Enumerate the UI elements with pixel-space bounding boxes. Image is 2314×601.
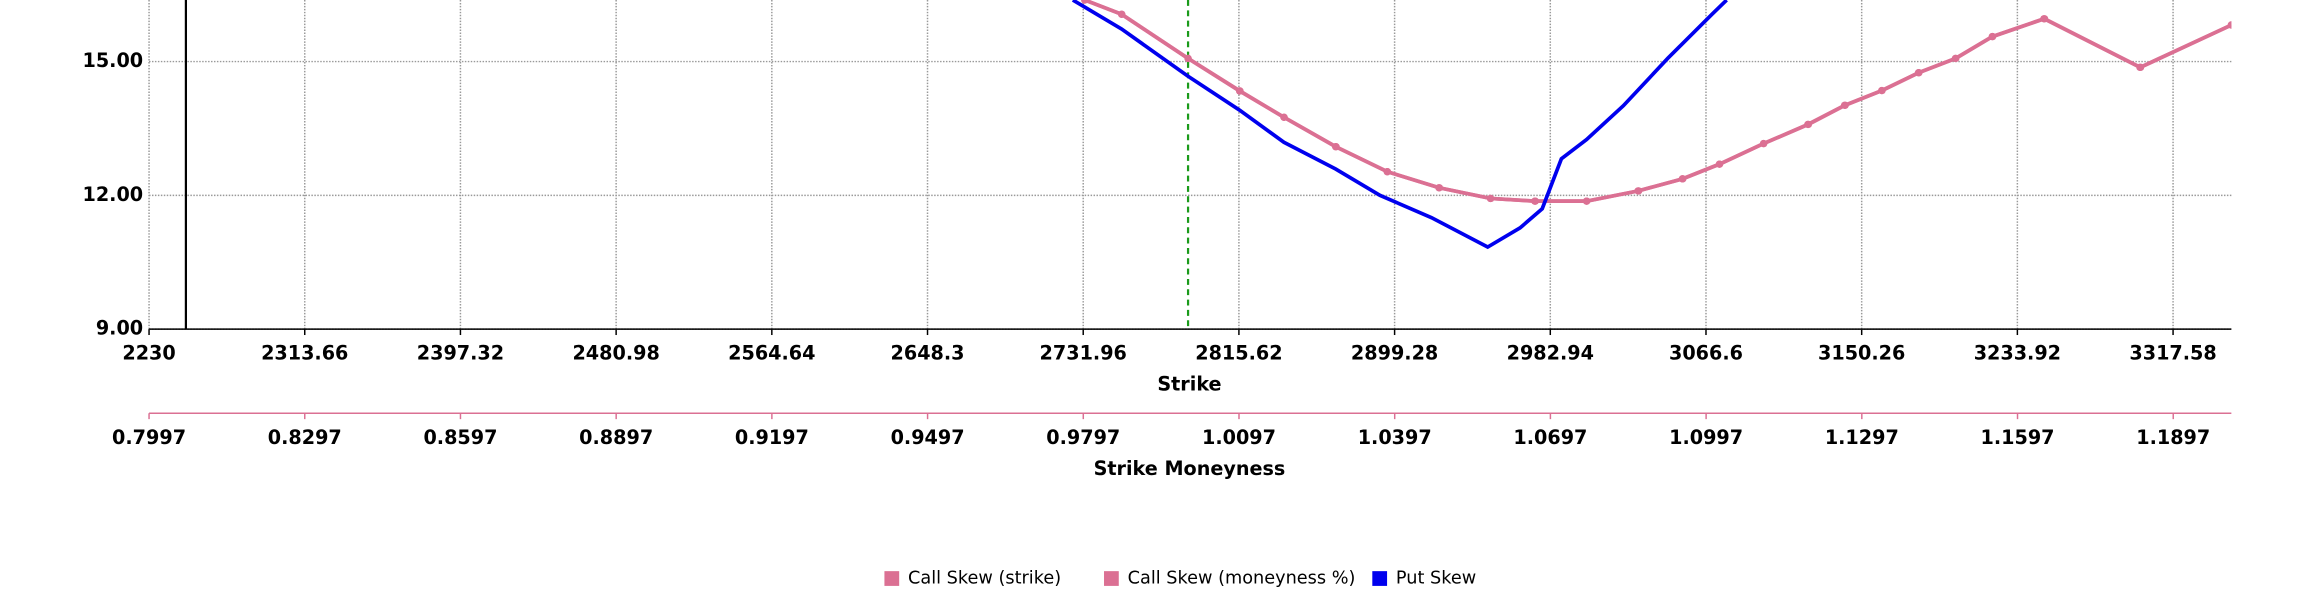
point [1760, 139, 1768, 148]
point [1487, 194, 1495, 203]
plot-area [184, 0, 2232, 330]
point [2227, 21, 2232, 29]
point [1915, 69, 1923, 77]
x-tick-label: 2230 [122, 342, 175, 365]
point [1952, 54, 1960, 63]
point [1583, 197, 1591, 205]
x-tick-label: 2815.62 [1195, 342, 1282, 365]
x-tick-label: 3317.58 [2129, 342, 2216, 365]
point [1715, 160, 1724, 168]
x2-tick-label: 0.9197 [735, 426, 809, 449]
x2-tick-label: 1.1297 [1825, 426, 1899, 449]
legend-label: Put Skew [1396, 569, 1476, 589]
x2-tick-label: 1.1897 [2136, 426, 2210, 449]
x-tick-label: 3233.92 [1974, 342, 2061, 365]
x-tick-label: 2313.66 [261, 342, 348, 365]
point [1531, 197, 1540, 205]
point [1679, 175, 1687, 183]
x2-tick-label: 1.1597 [1981, 426, 2055, 449]
x2-tick-label: 1.0397 [1358, 426, 1432, 449]
x-tick-label: 2480.98 [572, 342, 659, 365]
point [1878, 86, 1886, 95]
x-tick-label: 2899.28 [1351, 342, 1438, 365]
legend-label: Call Skew (strike) [908, 569, 1061, 589]
series-line [1084, 0, 2232, 203]
point [1383, 168, 1392, 176]
point [1184, 54, 1192, 63]
x2-tick-label: 0.8297 [268, 426, 342, 449]
point [1634, 187, 1643, 195]
point [1081, 0, 1089, 4]
point [1280, 113, 1288, 121]
legend-swatch [884, 571, 900, 586]
x2-tick-label: 0.7997 [112, 426, 186, 449]
point [1118, 10, 1126, 18]
x2-tick-label: 0.9497 [891, 426, 965, 449]
x-tick-label: 2731.96 [1040, 342, 1127, 365]
point [1236, 87, 1244, 95]
series-line [1071, 0, 1728, 250]
legend-swatch [1104, 571, 1119, 586]
x2-tick-label: 1.0097 [1202, 426, 1276, 449]
x-tick-label: 2564.64 [728, 342, 815, 365]
x2-tick-label: 0.9797 [1046, 426, 1120, 449]
x-tick-label: 3150.26 [1818, 342, 1905, 365]
point [1435, 184, 1444, 192]
x-tick-label: 3066.6 [1669, 342, 1743, 365]
y-tick-label: 9.00 [96, 317, 143, 340]
y-tick-label: 15.00 [82, 49, 143, 72]
y-tick-label: 12.00 [82, 183, 143, 206]
point [2136, 63, 2145, 72]
legend-swatch [1372, 571, 1388, 586]
legend-label: Call Skew (moneyness %) [1128, 569, 1356, 589]
point [1804, 120, 1813, 129]
x-tick-label: 2982.94 [1507, 342, 1594, 365]
x2-tick-label: 0.8597 [423, 426, 497, 449]
x2-tick-label: 1.0997 [1669, 426, 1743, 449]
x-tick-label: 2397.32 [417, 342, 504, 365]
point [1332, 143, 1340, 151]
x-axis-title: Strike [1157, 373, 1221, 396]
x2-axis-title: Strike Moneyness [1094, 457, 1286, 480]
point [1841, 101, 1849, 109]
x2-tick-label: 1.0697 [1513, 426, 1587, 449]
point [2040, 15, 2049, 23]
x-tick-label: 2648.3 [891, 342, 965, 365]
point [1988, 32, 1997, 41]
x2-tick-label: 0.8897 [579, 426, 653, 449]
